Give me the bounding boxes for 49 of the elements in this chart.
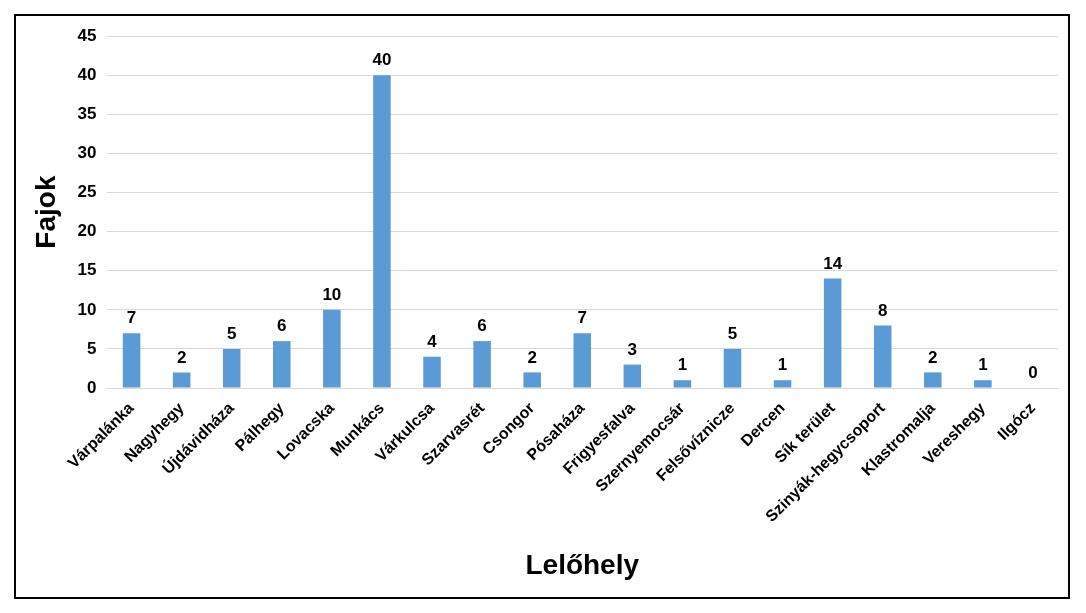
bar [222,348,241,388]
data-label: 6 [277,316,287,336]
y-axis-title: Fajok [29,175,61,249]
bar [473,341,491,388]
y-tick-label: 35 [77,104,97,124]
y-tick-label: 30 [77,143,97,163]
bar [573,333,592,388]
y-tick-label: 40 [77,64,97,84]
data-label: 40 [372,50,392,70]
bar [122,333,141,388]
data-label: 2 [928,347,938,367]
data-label: 2 [527,347,537,367]
bar [623,364,642,388]
bar [423,356,441,388]
bar [323,309,341,388]
data-label: 0 [1028,363,1038,383]
bar [924,372,942,388]
bar [773,380,792,388]
y-tick-label: 15 [77,260,97,280]
bar [823,278,842,388]
bar [273,341,291,388]
data-label: 5 [226,324,237,344]
data-label: 1 [777,355,788,375]
y-tick-label: 5 [87,338,97,358]
bar [723,348,742,388]
bar [673,380,692,388]
data-label: 6 [477,316,487,336]
data-label: 8 [877,300,888,320]
y-tick-label: 25 [77,182,97,202]
data-label: 3 [627,339,638,359]
data-label: 4 [427,331,438,351]
y-tick-label: 20 [77,221,97,241]
bar [373,75,391,388]
y-tick-label: 10 [77,299,97,319]
x-axis-title: Lelőhely [525,548,640,580]
bar [172,372,191,388]
data-label: 7 [126,308,137,328]
y-tick-label: 45 [77,25,97,45]
data-label: 1 [677,355,688,375]
bar [873,325,892,388]
data-label: 1 [978,355,988,375]
data-label: 10 [322,285,342,305]
bar [974,380,992,388]
data-label: 2 [176,347,187,367]
bar [523,372,541,388]
data-label: 5 [727,324,738,344]
data-label: 7 [577,308,587,328]
y-tick-label: 0 [87,377,97,397]
data-label: 14 [823,253,843,273]
